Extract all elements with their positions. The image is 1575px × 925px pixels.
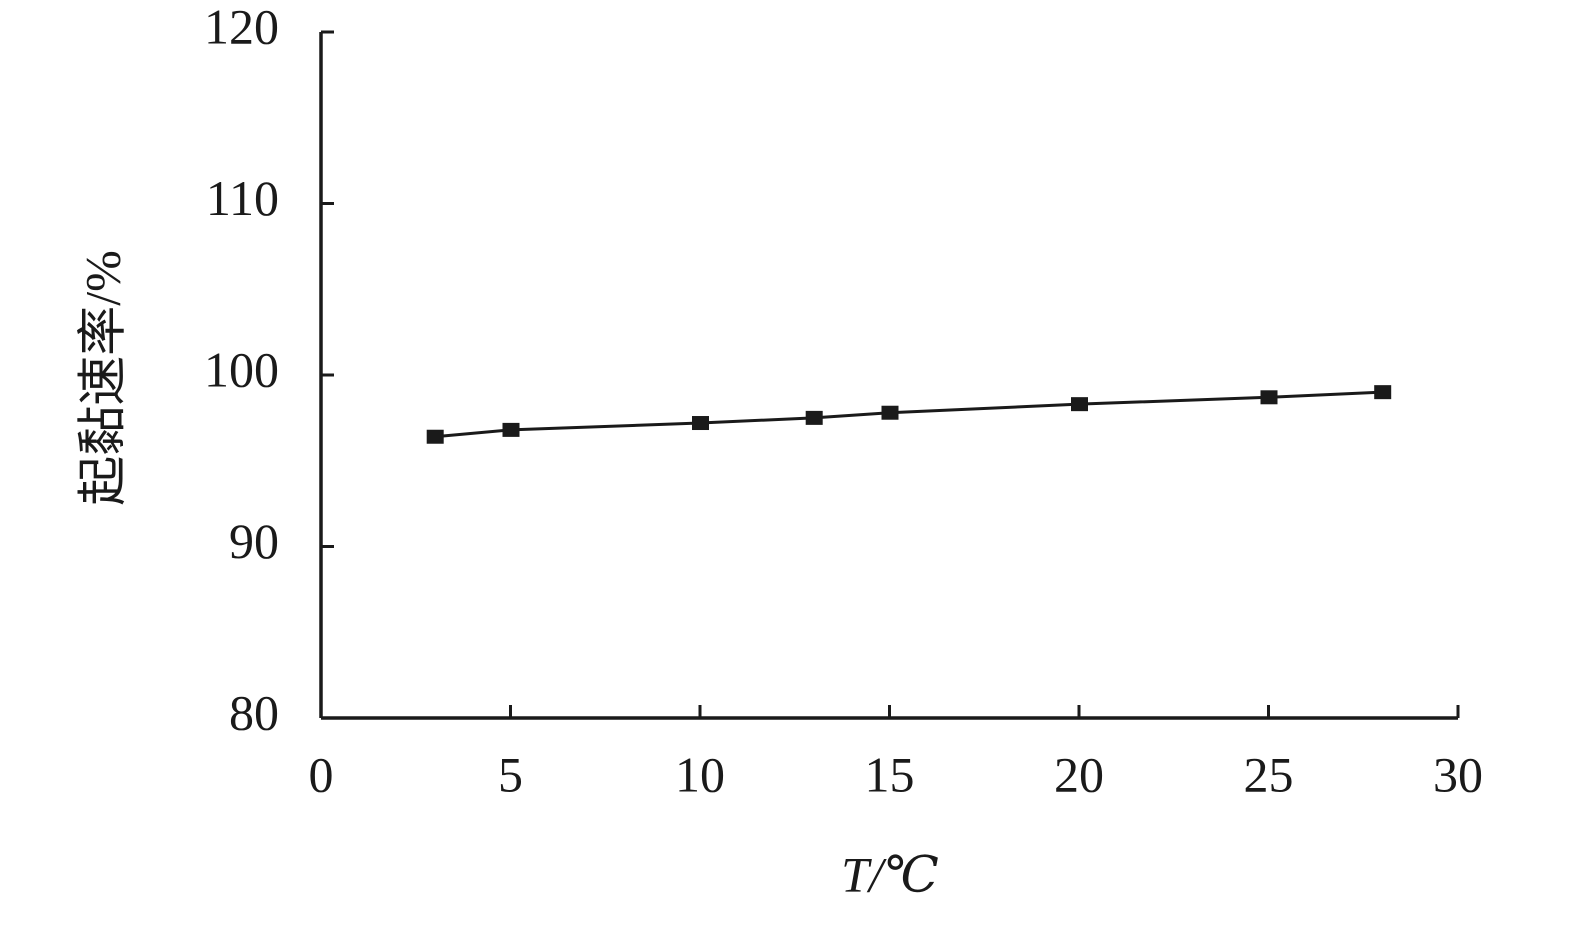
data-point (426, 429, 444, 444)
x-tick-label: 5 (498, 746, 523, 802)
data-point (1260, 390, 1278, 405)
y-tick-label: 80 (229, 684, 279, 740)
y-tick-label: 90 (229, 513, 279, 569)
x-tick-label: 25 (1244, 746, 1294, 802)
y-tick-label: 120 (204, 0, 279, 54)
x-tick-label: 30 (1433, 746, 1483, 802)
data-point (1374, 385, 1392, 400)
x-tick-label: 10 (675, 746, 725, 802)
x-tick-label: 0 (309, 746, 334, 802)
data-point (1071, 397, 1088, 412)
data-point (805, 410, 823, 425)
x-tick-label: 20 (1054, 746, 1104, 802)
x-tick-label: 15 (865, 746, 915, 802)
data-point (881, 405, 899, 420)
data-line (434, 390, 1383, 439)
y-tick-label: 100 (204, 341, 279, 397)
x-axis-label: T/℃ (841, 846, 939, 902)
y-tick-label: 110 (206, 170, 279, 226)
data-point (502, 422, 520, 437)
data-point (692, 416, 709, 431)
y-axis-label: 起黏速率/% (74, 250, 130, 506)
